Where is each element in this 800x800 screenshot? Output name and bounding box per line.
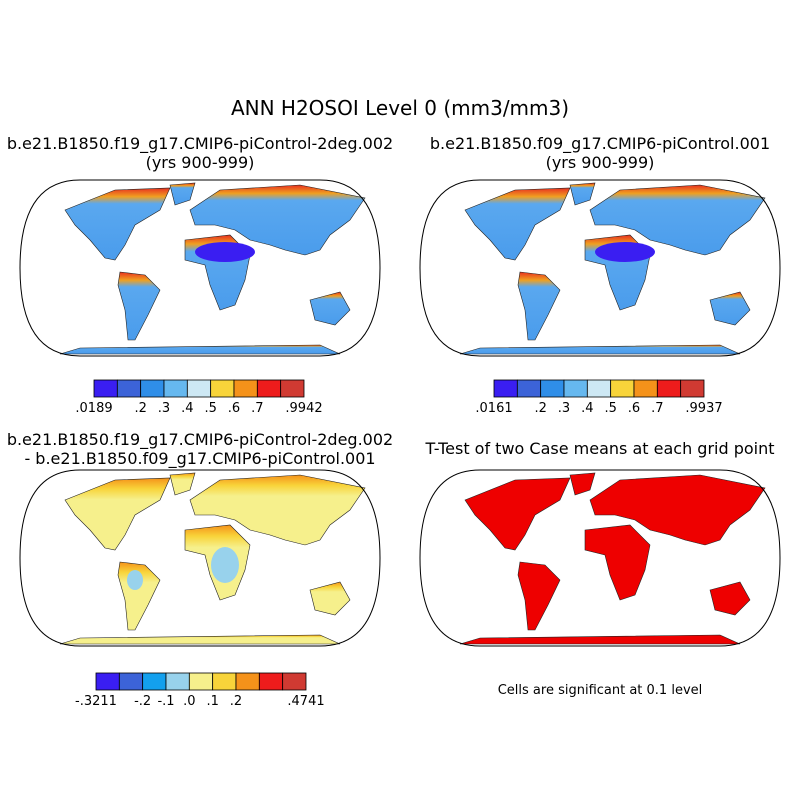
colorbar-box [233,379,258,398]
colorbar-label: .4 [581,401,593,416]
figure-title: ANN H2OSOI Level 0 (mm3/mm3) [231,96,569,120]
colorbar-box [586,379,612,398]
colorbar-label: .2 [230,694,242,709]
colorbar-box [280,379,305,398]
map-1 [19,179,381,357]
colorbar-box [680,379,705,398]
colorbar-box [540,379,565,398]
panel-title: (yrs 900-999) [546,153,655,172]
panel-title: T-Test of two Case means at each grid po… [424,439,774,458]
colorbar-label: .1 [206,694,218,709]
panel-title: b.e21.B1850.f19_g17.CMIP6-piControl-2deg… [7,430,393,450]
panel-title: - b.e21.B1850.f09_g17.CMIP6-piControl.00… [24,449,375,469]
colorbar-label: -.3211 [75,694,117,709]
colorbar-box [212,672,237,691]
colorbar-label: .0189 [75,401,112,416]
colorbar-label: .3 [558,401,570,416]
colorbar-box [142,672,167,691]
map-3 [19,469,381,647]
panel-title: b.e21.B1850.f19_g17.CMIP6-piControl-2deg… [7,134,393,154]
colorbar-box [235,672,260,691]
colorbar-box [93,379,118,398]
panel-title: (yrs 900-999) [146,153,255,172]
colorbar-label: .0 [183,694,195,709]
colorbar-box [188,672,214,691]
colorbar-label: .2 [534,401,546,416]
colorbar-box [118,672,144,691]
colorbar-box [258,672,284,691]
colorbar-box [116,379,142,398]
colorbar-label: .5 [604,401,616,416]
colorbar-box [633,379,658,398]
colorbar-label: .0161 [475,401,512,416]
colorbar-box [516,379,542,398]
colorbar-label: -.2 [134,694,151,709]
colorbar-box [95,672,120,691]
colorbar-label: .5 [204,401,216,416]
colorbar-label: .3 [158,401,170,416]
note: Cells are significant at 0.1 level [498,683,703,698]
panel-title: b.e21.B1850.f09_g17.CMIP6-piControl.001 [430,134,770,154]
map-2 [419,179,781,357]
colorbar-box [140,379,165,398]
colorbar-box [610,379,635,398]
colorbar-label: .6 [628,401,640,416]
colorbar-label: .4741 [287,694,324,709]
colorbar-label: .9937 [685,401,722,416]
colorbar-label: .7 [251,401,263,416]
colorbar-label: .7 [651,401,663,416]
colorbar-box [493,379,518,398]
colorbar-box [282,672,307,691]
colorbar-label: .2 [134,401,146,416]
colorbar-label: .9942 [285,401,322,416]
colorbar-label: .4 [181,401,193,416]
map-4 [419,469,781,647]
colorbar-box [165,672,190,691]
colorbar-box [186,379,212,398]
colorbar-box [163,379,188,398]
colorbar-label: -.1 [157,694,174,709]
colorbar-box [656,379,682,398]
colorbar-box [563,379,588,398]
colorbar-box [256,379,282,398]
colorbar-label: .6 [228,401,240,416]
colorbar-box [210,379,235,398]
